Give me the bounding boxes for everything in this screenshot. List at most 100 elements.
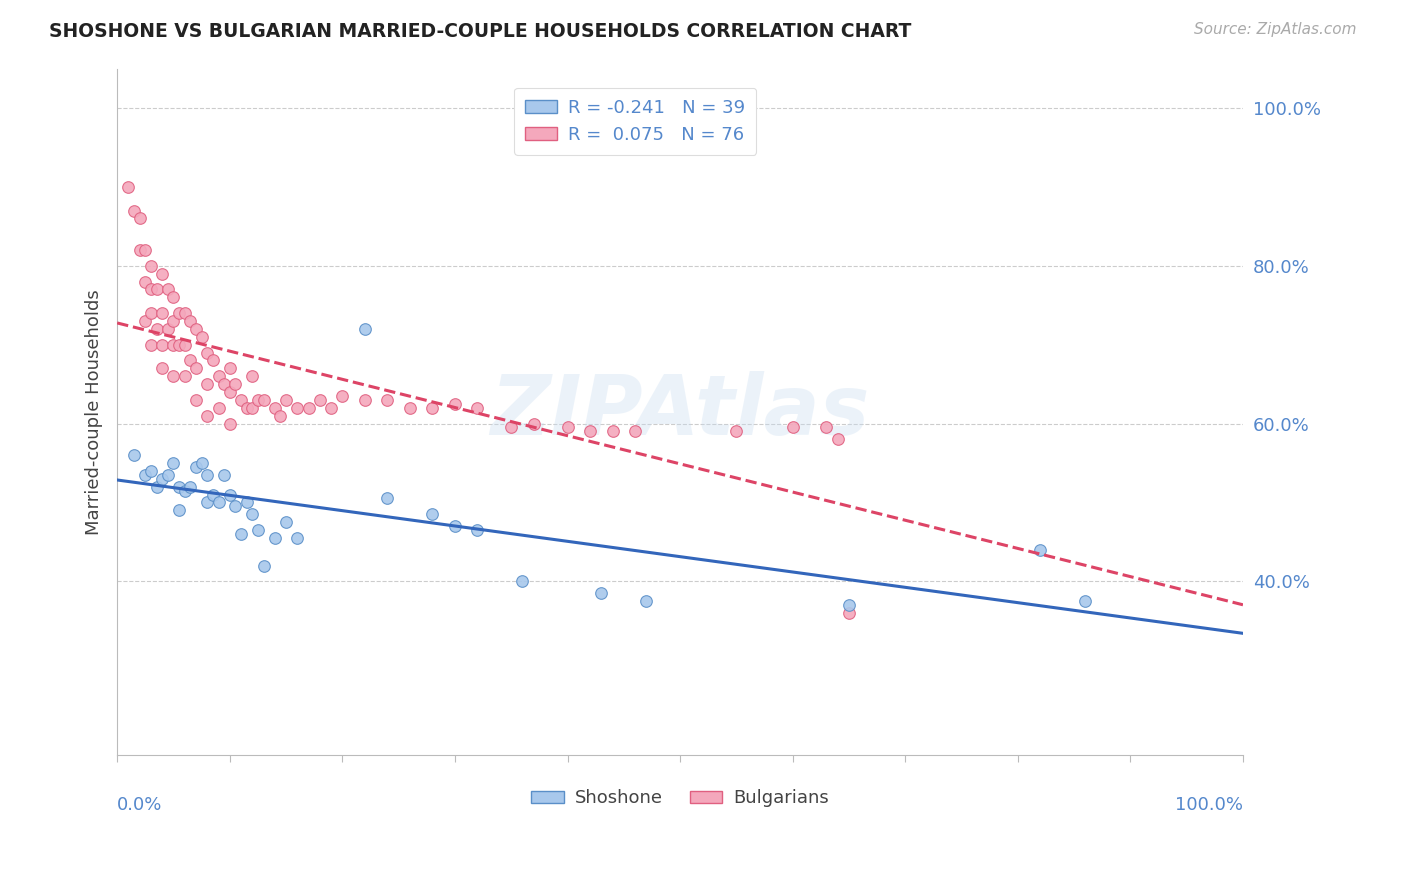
Point <box>269 409 291 423</box>
Text: Source: ZipAtlas.com: Source: ZipAtlas.com <box>1194 22 1357 37</box>
Point <box>263 401 285 415</box>
Point <box>145 480 167 494</box>
Point <box>235 495 257 509</box>
Point <box>523 417 546 431</box>
Point <box>162 369 184 384</box>
Point <box>838 606 860 620</box>
Point <box>218 417 240 431</box>
Text: SHOSHONE VS BULGARIAN MARRIED-COUPLE HOUSEHOLDS CORRELATION CHART: SHOSHONE VS BULGARIAN MARRIED-COUPLE HOU… <box>49 22 911 41</box>
Point <box>134 243 156 257</box>
Point <box>725 425 748 439</box>
Point <box>246 392 269 407</box>
Point <box>162 290 184 304</box>
Point <box>212 467 235 482</box>
Point <box>512 574 534 589</box>
Point <box>240 369 263 384</box>
Point <box>195 495 218 509</box>
Point <box>139 337 162 351</box>
Point <box>501 420 523 434</box>
Point <box>139 306 162 320</box>
Point <box>246 523 269 537</box>
Point <box>274 515 297 529</box>
Point <box>134 314 156 328</box>
Point <box>636 594 658 608</box>
Point <box>201 353 224 368</box>
Point <box>467 523 489 537</box>
Point <box>1029 542 1052 557</box>
Point <box>240 508 263 522</box>
Point <box>167 337 190 351</box>
Point <box>122 203 145 218</box>
Point <box>815 420 838 434</box>
Point <box>212 377 235 392</box>
Point <box>252 392 274 407</box>
Point <box>207 369 229 384</box>
Point <box>184 459 207 474</box>
Point <box>377 491 399 506</box>
Point <box>444 397 467 411</box>
Point <box>184 392 207 407</box>
Point <box>145 322 167 336</box>
Point <box>184 361 207 376</box>
Point <box>179 314 201 328</box>
Point <box>229 527 252 541</box>
Text: 100.0%: 100.0% <box>1175 796 1243 814</box>
Point <box>274 392 297 407</box>
Point <box>122 448 145 462</box>
Point <box>285 531 308 545</box>
Point <box>399 401 422 415</box>
Point <box>173 369 195 384</box>
Point <box>224 377 246 392</box>
Point <box>139 259 162 273</box>
Point <box>150 337 173 351</box>
Point <box>162 314 184 328</box>
Text: ZIPAtlas: ZIPAtlas <box>491 371 870 452</box>
Point <box>195 377 218 392</box>
Point <box>297 401 319 415</box>
Text: 0.0%: 0.0% <box>117 796 163 814</box>
Point <box>624 425 647 439</box>
Y-axis label: Married-couple Households: Married-couple Households <box>86 289 103 534</box>
Point <box>444 519 467 533</box>
Point <box>602 425 624 439</box>
Legend: Shoshone, Bulgarians: Shoshone, Bulgarians <box>524 782 837 814</box>
Point <box>190 330 212 344</box>
Point <box>173 483 195 498</box>
Point <box>190 456 212 470</box>
Point <box>173 337 195 351</box>
Point <box>263 531 285 545</box>
Point <box>117 179 139 194</box>
Point <box>128 211 150 226</box>
Point <box>167 503 190 517</box>
Point <box>235 401 257 415</box>
Point <box>167 306 190 320</box>
Point <box>557 420 579 434</box>
Point <box>1074 594 1097 608</box>
Point <box>184 322 207 336</box>
Point <box>218 487 240 501</box>
Point <box>422 401 444 415</box>
Point <box>224 500 246 514</box>
Point <box>330 389 353 403</box>
Point <box>195 409 218 423</box>
Point <box>354 322 377 336</box>
Point <box>827 433 849 447</box>
Point <box>229 392 252 407</box>
Point <box>218 361 240 376</box>
Point <box>139 464 162 478</box>
Point <box>150 267 173 281</box>
Point <box>285 401 308 415</box>
Point <box>150 306 173 320</box>
Point <box>218 384 240 399</box>
Point <box>167 480 190 494</box>
Point <box>319 401 342 415</box>
Point <box>173 306 195 320</box>
Point <box>207 401 229 415</box>
Point <box>145 282 167 296</box>
Point <box>207 495 229 509</box>
Point <box>422 508 444 522</box>
Point <box>240 401 263 415</box>
Point <box>156 467 179 482</box>
Point <box>162 456 184 470</box>
Point <box>156 282 179 296</box>
